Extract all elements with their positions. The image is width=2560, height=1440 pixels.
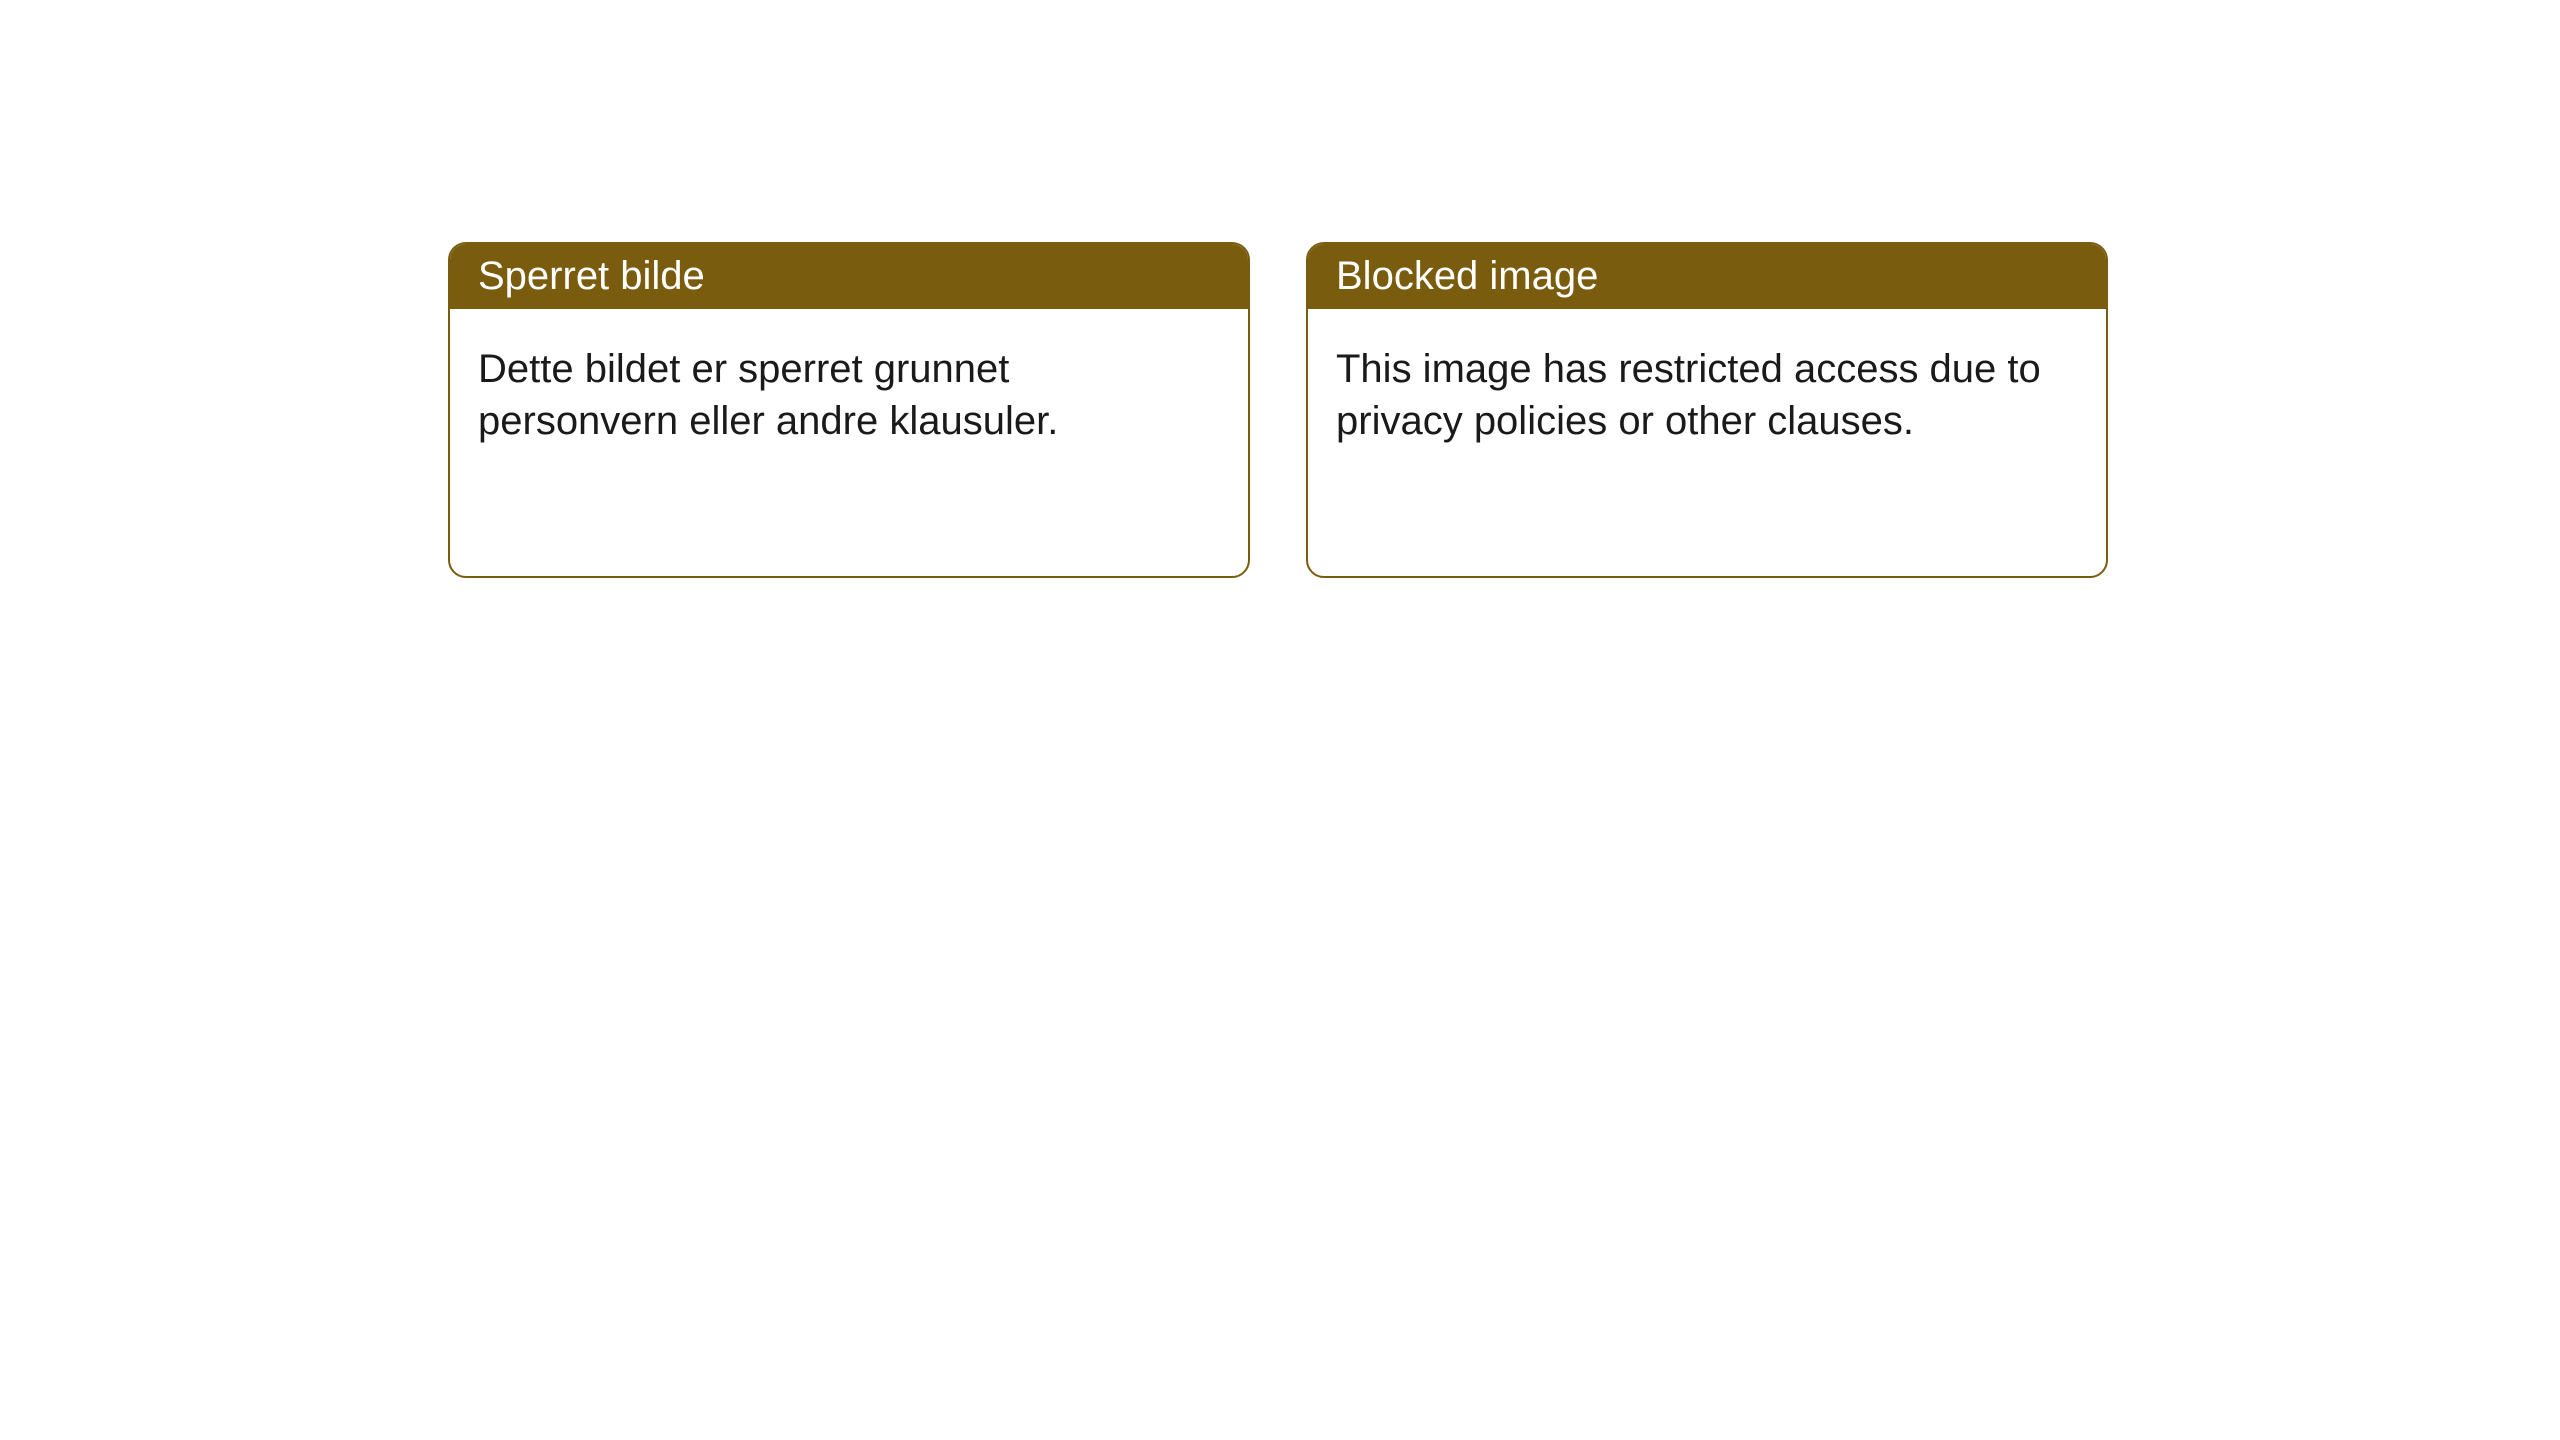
card-body-no: Dette bildet er sperret grunnet personve… — [450, 309, 1248, 481]
card-header-en: Blocked image — [1308, 244, 2106, 309]
card-title-no: Sperret bilde — [478, 254, 705, 298]
card-title-en: Blocked image — [1336, 254, 1598, 298]
blocked-image-card-no: Sperret bilde Dette bildet er sperret gr… — [448, 242, 1250, 578]
card-header-no: Sperret bilde — [450, 244, 1248, 309]
card-text-no: Dette bildet er sperret grunnet personve… — [478, 347, 1058, 443]
card-text-en: This image has restricted access due to … — [1336, 347, 2041, 443]
notice-container: Sperret bilde Dette bildet er sperret gr… — [448, 242, 2108, 578]
card-body-en: This image has restricted access due to … — [1308, 309, 2106, 481]
blocked-image-card-en: Blocked image This image has restricted … — [1306, 242, 2108, 578]
